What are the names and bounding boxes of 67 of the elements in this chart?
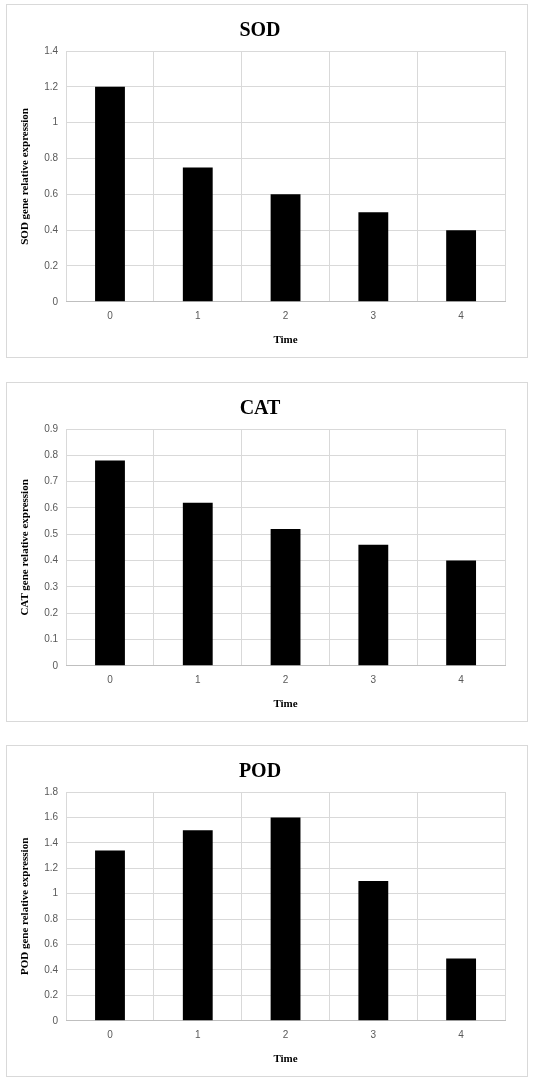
bar xyxy=(358,880,389,1021)
chart-title: CAT xyxy=(239,396,282,419)
y-tick-label: 1.4 xyxy=(44,44,59,56)
y-tick-label: 0 xyxy=(52,659,59,671)
y-tick-label: 0.4 xyxy=(44,963,59,975)
y-tick-label: 1.2 xyxy=(44,862,59,874)
chart-title: POD xyxy=(238,759,282,782)
bar xyxy=(95,850,125,1021)
bar xyxy=(182,830,213,1021)
y-axis-title: SOD gene relative expression xyxy=(18,108,31,245)
y-axis-title: POD gene relative expression xyxy=(18,837,31,976)
bar xyxy=(446,958,477,1021)
x-tick-label: 3 xyxy=(370,309,377,321)
y-tick-label: 1.6 xyxy=(44,811,59,823)
y-tick-label: 0.8 xyxy=(44,449,59,461)
x-tick-label: 4 xyxy=(458,673,465,685)
x-tick-label: 1 xyxy=(194,673,201,685)
bar xyxy=(182,167,213,302)
x-tick-label: 4 xyxy=(458,1028,465,1040)
y-axis-title: CAT gene relative expression xyxy=(18,479,31,616)
y-tick-label: 0.2 xyxy=(44,259,59,271)
y-tick-label: 0 xyxy=(52,295,59,307)
y-tick-label: 0.3 xyxy=(44,580,59,592)
bar xyxy=(95,460,125,666)
y-tick-label: 0.6 xyxy=(44,188,59,200)
bar xyxy=(358,544,389,666)
y-tick-label: 0.8 xyxy=(44,912,59,924)
y-tick-label: 1.2 xyxy=(44,80,59,92)
bar xyxy=(270,528,301,666)
x-tick-label: 2 xyxy=(282,309,289,321)
bar xyxy=(95,86,125,302)
y-tick-label: 0.6 xyxy=(44,501,59,513)
y-tick-label: 1.8 xyxy=(44,785,59,797)
bar xyxy=(446,560,477,666)
y-tick-label: 0.6 xyxy=(44,938,59,950)
y-tick-label: 0.8 xyxy=(44,152,59,164)
x-axis-title: Time xyxy=(273,333,298,346)
y-tick-label: 0.4 xyxy=(44,223,59,235)
x-tick-label: 2 xyxy=(282,673,289,685)
chart-title: SOD xyxy=(239,18,281,41)
y-tick-label: 0.9 xyxy=(44,422,59,434)
x-tick-label: 0 xyxy=(107,309,114,321)
bar xyxy=(270,194,301,302)
y-tick-label: 0.2 xyxy=(44,606,59,618)
x-tick-label: 3 xyxy=(370,1028,377,1040)
y-tick-label: 0 xyxy=(52,1014,59,1026)
y-tick-label: 0.1 xyxy=(44,633,59,645)
y-tick-label: 0.5 xyxy=(44,527,59,539)
x-tick-label: 2 xyxy=(282,1028,289,1040)
y-tick-label: 1 xyxy=(52,887,59,899)
x-axis-title: Time xyxy=(273,1052,298,1065)
bar xyxy=(446,230,477,302)
x-tick-label: 1 xyxy=(194,1028,201,1040)
y-tick-label: 1.4 xyxy=(44,836,59,848)
x-tick-label: 0 xyxy=(107,1028,114,1040)
x-tick-label: 1 xyxy=(194,309,201,321)
x-axis-title: Time xyxy=(273,697,298,710)
bar xyxy=(182,502,213,666)
y-tick-label: 1 xyxy=(52,116,59,128)
bar xyxy=(270,817,301,1021)
x-tick-label: 3 xyxy=(370,673,377,685)
x-tick-label: 4 xyxy=(458,309,465,321)
bar xyxy=(358,212,389,302)
y-tick-label: 0.2 xyxy=(44,989,59,1001)
y-tick-label: 0.4 xyxy=(44,554,59,566)
y-tick-label: 0.7 xyxy=(44,475,59,487)
x-tick-label: 0 xyxy=(107,673,114,685)
